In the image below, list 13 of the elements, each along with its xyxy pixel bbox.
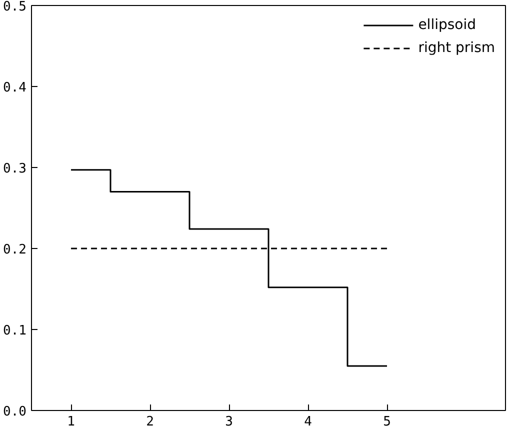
y-tick-label: 0.1: [3, 324, 27, 338]
x-tick-label: 1: [67, 414, 75, 430]
y-tick-label: 0.0: [3, 404, 27, 420]
x-tick-label: 4: [304, 414, 312, 430]
x-tick-label: 3: [225, 414, 233, 430]
y-tick-label: 0.5: [3, 0, 27, 14]
legend-label: right prism: [418, 40, 495, 56]
x-tick-label: 5: [383, 414, 391, 430]
y-tick-label: 0.2: [3, 242, 27, 258]
legend-label: ellipsoid: [418, 17, 476, 33]
y-tick-label: 0.4: [3, 80, 27, 96]
y-tick-label: 0.3: [3, 162, 27, 176]
x-tick-label: 2: [146, 414, 154, 430]
